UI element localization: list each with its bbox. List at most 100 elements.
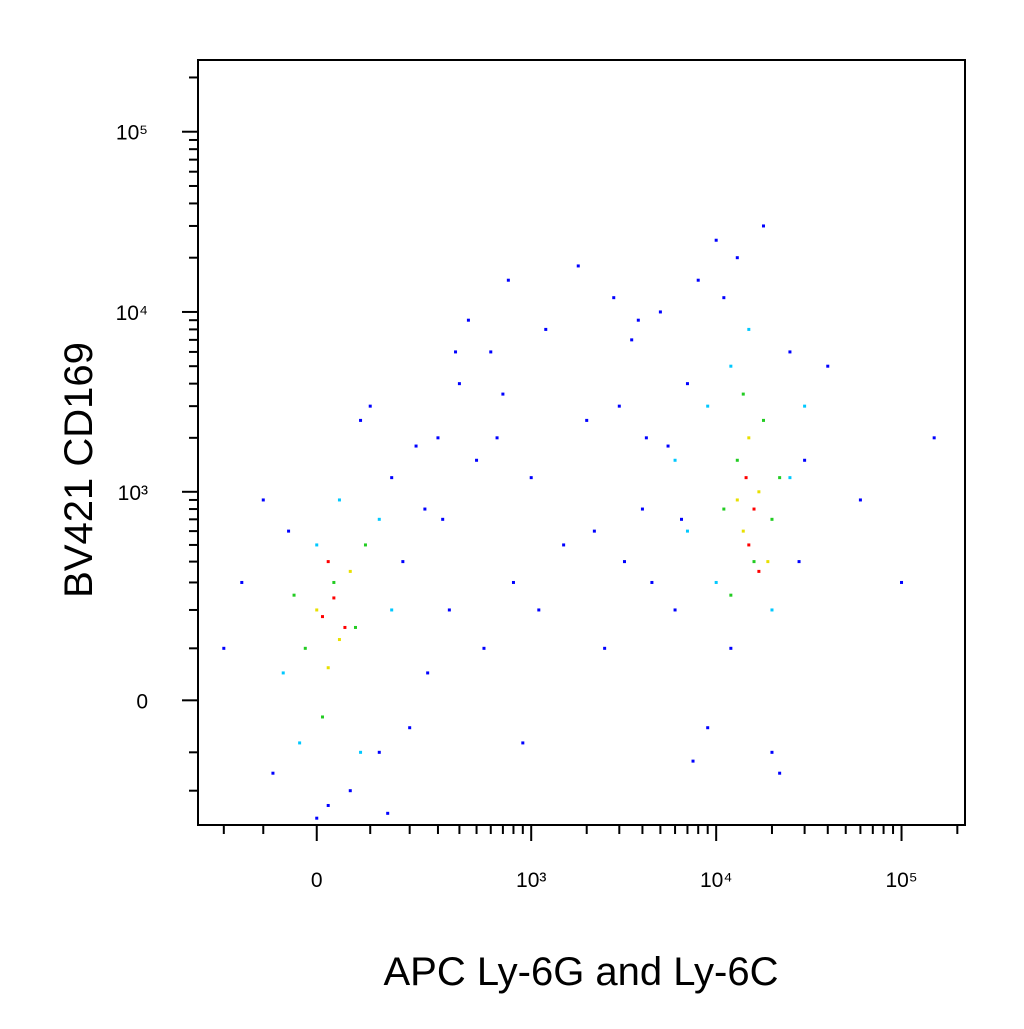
event-dot — [489, 350, 493, 354]
event-dot — [770, 608, 774, 612]
y-tick-label: 10⁵ — [116, 122, 148, 145]
event-dot — [735, 256, 739, 260]
event-dot — [408, 726, 412, 730]
event-dot — [363, 543, 367, 547]
event-dot — [390, 476, 394, 480]
event-dot — [770, 750, 774, 754]
event-dot — [729, 593, 733, 597]
event-dot — [797, 560, 801, 564]
x-tick-label: 0 — [311, 869, 323, 892]
event-dot — [603, 646, 607, 650]
event-dot — [390, 608, 394, 612]
event-dot — [752, 560, 756, 564]
event-dot — [292, 593, 296, 597]
event-dot — [414, 444, 418, 448]
event-dot — [337, 638, 341, 642]
event-dot — [735, 498, 739, 502]
event-dot — [612, 296, 616, 300]
event-dot — [592, 529, 596, 533]
event-dot — [326, 666, 330, 670]
event-dot — [298, 741, 302, 745]
event-dot — [475, 458, 479, 462]
event-dot — [544, 327, 548, 331]
event-dot — [271, 771, 275, 775]
event-dot — [714, 580, 718, 584]
event-dot — [696, 278, 700, 282]
event-dot — [640, 507, 644, 511]
event-dot — [521, 741, 525, 745]
x-tick-label: 10⁴ — [700, 869, 732, 892]
plot-frame — [197, 59, 966, 826]
event-dot — [622, 560, 626, 564]
event-dot — [240, 580, 244, 584]
event-dot — [636, 318, 640, 322]
y-tick-label: 10⁴ — [116, 302, 148, 325]
event-dot — [722, 296, 726, 300]
event-dot — [320, 615, 324, 619]
event-dot — [658, 310, 662, 314]
event-dot — [326, 803, 330, 807]
event-dot — [315, 543, 319, 547]
x-tick-label: 10⁵ — [885, 869, 917, 892]
event-dot — [506, 278, 510, 282]
event-dot — [673, 608, 677, 612]
event-dot — [741, 529, 745, 533]
event-dot — [766, 560, 770, 564]
x-axis-label: APC Ly-6G and Ly-6C — [384, 950, 779, 994]
event-dot — [303, 646, 307, 650]
event-dot — [332, 596, 336, 600]
event-dot — [377, 517, 381, 521]
event-dot — [326, 560, 330, 564]
event-dot — [454, 350, 458, 354]
event-dot — [562, 543, 566, 547]
event-dot — [747, 327, 751, 331]
event-dot — [680, 517, 684, 521]
event-dot — [359, 750, 363, 754]
event-dot — [706, 404, 710, 408]
event-dot — [788, 476, 792, 480]
event-dot — [666, 444, 670, 448]
event-dot — [858, 498, 862, 502]
event-dot — [386, 811, 390, 815]
event-dot — [644, 436, 648, 440]
event-dot — [757, 490, 761, 494]
event-dot — [261, 498, 265, 502]
event-dot — [757, 569, 761, 573]
event-dot — [511, 580, 515, 584]
event-dot — [332, 580, 336, 584]
event-dot — [673, 458, 677, 462]
event-dot — [368, 404, 372, 408]
event-dot — [222, 646, 226, 650]
event-dot — [744, 476, 748, 480]
event-dot — [788, 350, 792, 354]
event-dot — [377, 750, 381, 754]
event-dot — [747, 543, 751, 547]
event-dot — [281, 671, 285, 675]
event-dot — [617, 404, 621, 408]
y-axis-label: BV421 CD169 — [57, 342, 101, 598]
y-tick-label: 0 — [136, 690, 148, 713]
event-dot — [585, 418, 589, 422]
event-dot — [495, 436, 499, 440]
event-dot — [287, 529, 291, 533]
event-dot — [691, 759, 695, 763]
event-dot — [770, 517, 774, 521]
event-dot — [447, 608, 451, 612]
event-dot — [436, 436, 440, 440]
event-dot — [729, 646, 733, 650]
event-dot — [315, 816, 319, 820]
event-dot — [576, 264, 580, 268]
event-dot — [320, 715, 324, 719]
event-dot — [348, 569, 352, 573]
event-dot — [932, 436, 936, 440]
event-dot — [423, 507, 427, 511]
event-dot — [426, 671, 430, 675]
event-dot — [761, 418, 765, 422]
event-dot — [778, 771, 782, 775]
y-tick-label: 10³ — [118, 482, 148, 505]
event-dot — [630, 338, 634, 342]
event-dot — [729, 364, 733, 368]
event-dot — [747, 436, 751, 440]
event-dot — [441, 517, 445, 521]
